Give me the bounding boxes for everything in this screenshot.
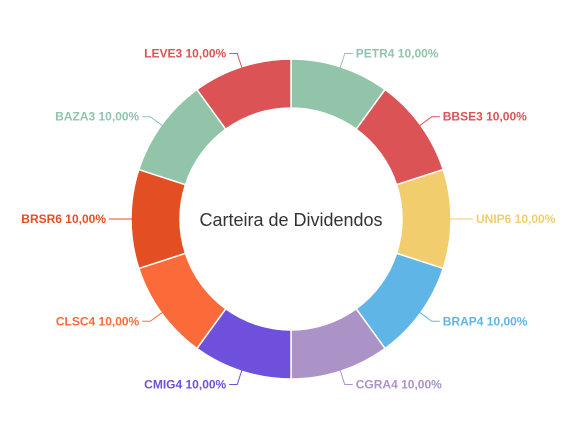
- slices-layer: [130, 58, 452, 380]
- leaders-layer: [109, 53, 473, 385]
- slice-label-brap4: BRAP4 10,00%: [443, 314, 528, 328]
- slice-leve3[interactable]: [195, 58, 292, 131]
- slice-brsr6[interactable]: [130, 168, 187, 270]
- slice-unip6[interactable]: [395, 168, 452, 270]
- slice-label-petr4: PETR4 10,00%: [356, 47, 439, 61]
- leader-line-baza3: [142, 116, 166, 128]
- leader-line-leve3: [229, 53, 244, 71]
- leader-line-clsc4: [142, 310, 166, 322]
- chart-title: Carteira de Dividendos: [199, 210, 382, 230]
- slice-label-bbse3: BBSE3 10,00%: [443, 110, 527, 124]
- slice-label-baza3: BAZA3 10,00%: [55, 110, 139, 124]
- leader-line-brap4: [416, 310, 440, 322]
- leader-line-petr4: [338, 53, 353, 71]
- slice-label-cmig4: CMIG4 10,00%: [144, 377, 226, 391]
- leader-line-bbse3: [416, 116, 440, 128]
- slice-label-brsr6: BRSR6 10,00%: [21, 212, 106, 226]
- slice-label-cgra4: CGRA4 10,00%: [356, 377, 442, 391]
- leader-line-cgra4: [338, 367, 353, 385]
- slice-label-unip6: UNIP6 10,00%: [476, 212, 556, 226]
- slice-label-clsc4: CLSC4 10,00%: [56, 314, 140, 328]
- leader-line-cmig4: [229, 367, 244, 385]
- labels-layer: PETR4 10,00% BBSE3 10,00% UNIP6 10,00% BRAP…: [21, 47, 555, 392]
- slice-label-leve3: LEVE3 10,00%: [144, 47, 226, 61]
